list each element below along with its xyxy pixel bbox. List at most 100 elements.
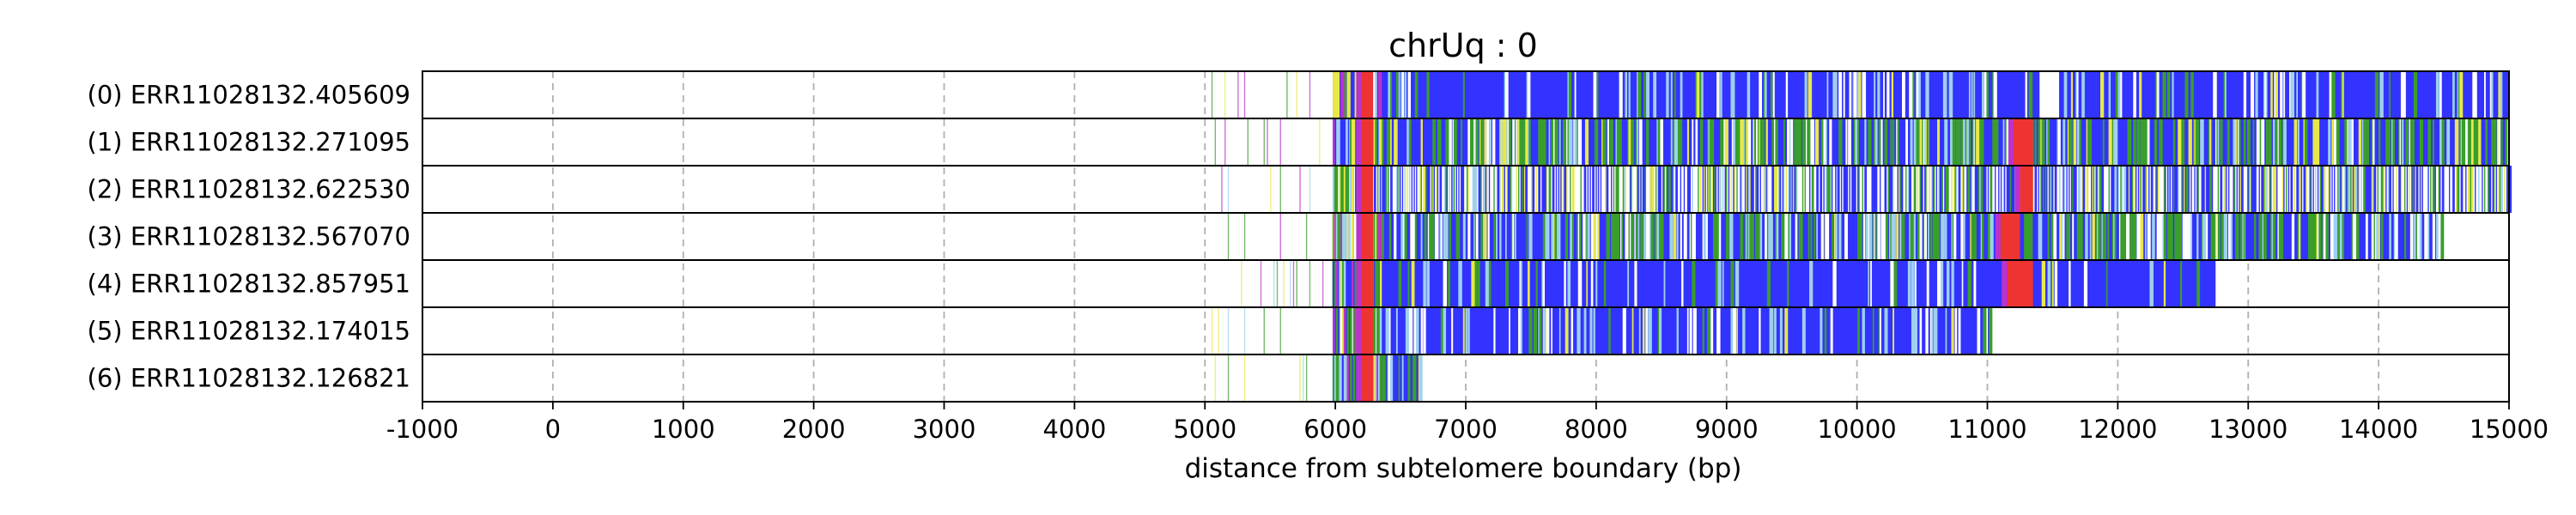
read-0-segment (1838, 71, 1843, 118)
read-3-segment (2427, 213, 2430, 260)
read-0-segment (2316, 71, 2319, 118)
read-4-segment (1893, 260, 1898, 307)
read-3-segment (1505, 213, 1507, 260)
read-3-segment (2079, 213, 2083, 260)
read-5-segment (1983, 307, 1987, 354)
read-3-segment (2223, 213, 2228, 260)
read-3-segment (1729, 213, 1734, 260)
x-tick-label: 4000 (1042, 415, 1106, 444)
read-3-segment (1769, 213, 1773, 260)
read-1-segment (1868, 118, 1872, 166)
read-1-segment (1660, 118, 1663, 166)
read-1-segment (1746, 118, 1750, 166)
x-tick-label: 11000 (1947, 415, 2026, 444)
read-4-segment (1342, 260, 1345, 307)
read-0-segment (1912, 71, 1915, 118)
read-5-segment (1520, 307, 1522, 354)
read-4-segment (1787, 260, 1789, 307)
read-3-segment (2147, 213, 2149, 260)
read-1-segment (2089, 118, 2092, 166)
read-0-segment (1398, 71, 1400, 118)
read-1-segment (1980, 118, 1984, 166)
read-3-segment (1613, 213, 1615, 260)
read-6-segment (1214, 354, 1217, 402)
read-3-segment (1414, 213, 1417, 260)
read-0-segment (1984, 71, 1988, 118)
read-1-segment (1760, 118, 1765, 166)
read-5-segment (1544, 307, 1546, 354)
read-3-segment (2259, 213, 2263, 260)
read-3-segment (1917, 213, 1921, 260)
read-5-segment (1346, 307, 1349, 354)
read-6-segment (1299, 354, 1301, 402)
read-3-segment (1835, 213, 1838, 260)
read-3-segment (1970, 213, 1972, 260)
read-3-segment (2140, 213, 2144, 260)
read-3-segment (2148, 213, 2151, 260)
read-1-segment (1554, 118, 1558, 166)
read-3-segment (1883, 213, 1886, 260)
read-5-segment (1676, 307, 1679, 354)
read-0-segment (2296, 71, 2299, 118)
read-0-segment (1785, 71, 1789, 118)
read-3-segment (2419, 213, 2422, 260)
read-3-segment (1413, 213, 1416, 260)
read-1-segment (1733, 118, 1737, 166)
read-4-segment (2105, 260, 2108, 307)
x-tick-label: 2000 (782, 415, 846, 444)
read-5-segment (1774, 307, 1777, 354)
read-0-segment (2403, 71, 2406, 118)
read-0-segment (1348, 71, 1351, 118)
read-3-segment (2378, 213, 2380, 260)
read-1-segment (2239, 118, 2241, 166)
read-4-magenta-band (2002, 260, 2008, 307)
read-1-segment (1823, 118, 1827, 166)
read-3-segment (1634, 213, 1637, 260)
read-1-segment (1963, 118, 1965, 166)
read-1-segment (1351, 118, 1354, 166)
read-1-segment (1944, 118, 1948, 166)
read-0-segment (2459, 71, 2464, 118)
read-5-segment (1638, 307, 1641, 354)
read-1-segment (1950, 118, 1953, 166)
read-1-segment (1740, 118, 1744, 166)
read-5-segment (1830, 307, 1833, 354)
read-0-segment (1971, 71, 1973, 118)
read-0-segment (1337, 71, 1340, 118)
read-1-segment (1807, 118, 1811, 166)
read-3-segment (1759, 213, 1763, 260)
read-3-segment (1612, 213, 1614, 260)
read-3-segment (1305, 213, 1308, 260)
read-4-segment (1809, 260, 1814, 307)
read-1-segment (1893, 118, 1895, 166)
read-4-segment (1595, 260, 1598, 307)
read-5-segment (1546, 307, 1550, 354)
read-5-segment (1692, 307, 1697, 354)
read-4-segment (1241, 260, 1242, 307)
read-0-segment (1680, 71, 1683, 118)
x-tick-label: 7000 (1434, 415, 1498, 444)
read-1-segment (1896, 118, 1899, 166)
read-1-segment (1548, 118, 1551, 166)
read-1-segment (2405, 118, 2409, 166)
read-3-segment (2178, 213, 2181, 260)
read-1-segment (2086, 118, 2089, 166)
read-3-segment (2334, 213, 2338, 260)
read-4-segment (1292, 260, 1295, 307)
read-0-segment (1858, 71, 1862, 118)
read-2-segment (2508, 166, 2512, 213)
read-0-segment (2374, 71, 2379, 118)
read-1-segment (2456, 118, 2458, 166)
read-1-segment (1263, 118, 1265, 166)
read-4-segment (1340, 260, 1343, 307)
read-1-segment (2275, 118, 2277, 166)
read-5-segment (1558, 307, 1561, 354)
read-1-segment (2470, 118, 2476, 166)
read-3-segment (1814, 213, 1816, 260)
read-3-segment (2179, 213, 2183, 260)
read-1-segment (1736, 118, 1740, 166)
read-1-segment (2293, 118, 2298, 166)
read-1-segment (2034, 118, 2037, 166)
read-4-segment (1590, 260, 1594, 307)
read-4-segment (1890, 260, 1894, 307)
